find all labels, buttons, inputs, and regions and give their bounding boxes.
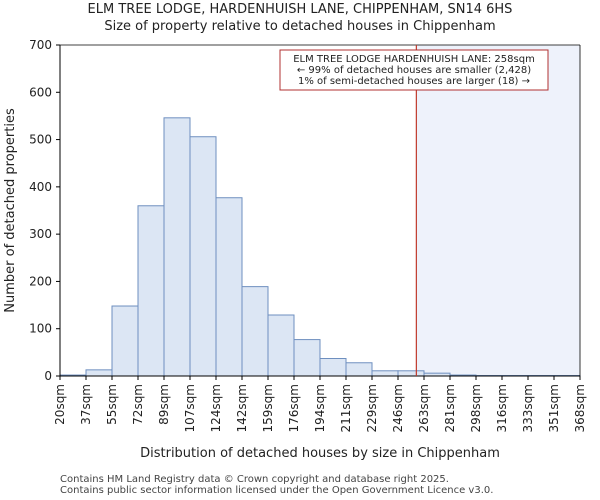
annotation-line: ELM TREE LODGE HARDENHUISH LANE: 258sqm (293, 54, 535, 65)
annotation-line: 1% of semi-detached houses are larger (1… (298, 76, 530, 87)
x-tick-label: 72sqm (131, 384, 145, 425)
annotation-box (279, 49, 549, 91)
footer-line-1: Contains HM Land Registry data © Crown c… (60, 474, 449, 485)
x-tick-label: 351sqm (547, 384, 561, 432)
x-tick-label: 211sqm (339, 384, 353, 432)
y-tick-label: 200 (29, 274, 52, 288)
histogram-bar (241, 286, 269, 377)
x-tick-label: 37sqm (79, 384, 93, 425)
histogram-bar (371, 370, 399, 377)
x-tick-label: 107sqm (183, 384, 197, 432)
histogram-bar (163, 117, 191, 377)
footer-line-2: Contains public sector information licen… (60, 485, 494, 496)
x-axis-title: Distribution of detached houses by size … (140, 446, 500, 461)
histogram-bar (267, 314, 295, 377)
histogram-bar (215, 197, 243, 377)
y-tick-label: 600 (29, 85, 52, 99)
highlight-region (416, 45, 580, 376)
y-tick-label: 100 (29, 322, 52, 336)
x-tick-label: 316sqm (495, 384, 509, 432)
x-tick-label: 124sqm (209, 384, 223, 432)
chart-subtitle: Size of property relative to detached ho… (104, 19, 496, 34)
histogram-bar (345, 362, 373, 377)
histogram-bar (111, 305, 139, 377)
histogram-bar (137, 205, 165, 377)
x-tick-label: 89sqm (157, 384, 171, 425)
y-axis-title: Number of detached properties (3, 108, 18, 313)
y-tick-label: 400 (29, 180, 52, 194)
x-tick-label: 20sqm (53, 384, 67, 425)
x-tick-label: 368sqm (573, 384, 587, 432)
x-tick-label: 281sqm (443, 384, 457, 432)
histogram-bar (189, 136, 217, 377)
x-tick-label: 159sqm (261, 384, 275, 432)
x-tick-label: 263sqm (417, 384, 431, 432)
x-tick-label: 229sqm (365, 384, 379, 432)
x-tick-label: 333sqm (521, 384, 535, 432)
x-tick-label: 246sqm (391, 384, 405, 432)
x-tick-label: 194sqm (313, 384, 327, 432)
histogram-bar (85, 369, 113, 377)
y-tick-label: 500 (29, 133, 52, 147)
histogram-bar (397, 370, 425, 377)
y-tick-label: 700 (29, 38, 52, 52)
x-tick-label: 176sqm (287, 384, 301, 432)
histogram-bar (319, 358, 347, 377)
y-tick-label: 300 (29, 227, 52, 241)
chart-title: ELM TREE LODGE, HARDENHUISH LANE, CHIPPE… (87, 2, 513, 17)
histogram-bar (293, 339, 321, 377)
y-tick-label: 0 (44, 369, 52, 383)
x-tick-label: 298sqm (469, 384, 483, 432)
annotation-line: ← 99% of detached houses are smaller (2,… (297, 65, 531, 76)
x-tick-label: 142sqm (235, 384, 249, 432)
x-tick-label: 55sqm (105, 384, 119, 425)
